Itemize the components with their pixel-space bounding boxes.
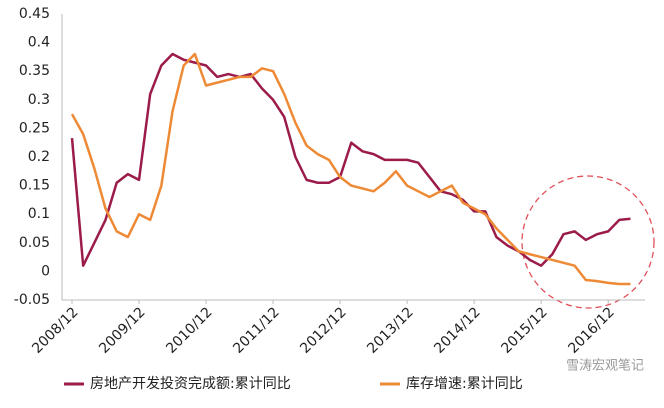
- x-tick-label: 2014/12: [431, 304, 483, 356]
- legend-label: 库存增速:累计同比: [406, 376, 523, 392]
- watermark: 雪涛宏观笔记: [566, 358, 644, 374]
- y-tick-label: 0.1: [28, 206, 50, 222]
- y-tick-label: 0.3: [28, 92, 50, 108]
- x-tick-label: 2013/12: [364, 304, 416, 356]
- y-tick-label: 0.2: [28, 149, 50, 165]
- x-tick-label: 2011/12: [230, 304, 282, 356]
- y-tick-label: -0.05: [14, 292, 50, 308]
- y-tick-label: 0.15: [19, 178, 50, 194]
- x-tick-label: 2010/12: [163, 304, 215, 356]
- y-tick-label: 0.35: [19, 63, 50, 79]
- x-tick-label: 2016/12: [565, 304, 617, 356]
- x-tick-label: 2008/12: [29, 304, 81, 356]
- y-tick-label: 0.25: [19, 120, 50, 136]
- y-tick-label: 0.05: [19, 235, 50, 251]
- series-line: [70, 52, 631, 267]
- y-tick-label: 0.4: [28, 35, 50, 51]
- highlight-circle: [521, 175, 655, 309]
- series-line: [70, 52, 631, 286]
- y-tick-label: 0: [41, 263, 50, 279]
- x-tick-label: 2012/12: [297, 304, 349, 356]
- x-tick-label: 2009/12: [96, 304, 148, 356]
- x-tick-label: 2015/12: [498, 304, 550, 356]
- y-tick-label: 0.45: [19, 6, 50, 22]
- legend-label: 房地产开发投资完成额:累计同比: [90, 376, 291, 392]
